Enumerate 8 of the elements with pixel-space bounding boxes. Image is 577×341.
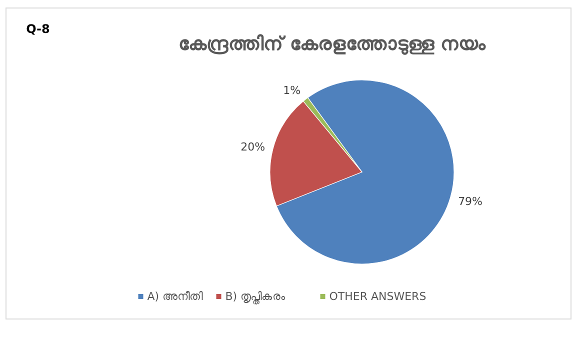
- data-label: 20%: [240, 140, 266, 154]
- chart-title: കേന്ദ്രത്തിന് കേരളത്തോടുള്ള നയം: [178, 33, 487, 56]
- text: Q-8: [26, 22, 50, 36]
- data-label: 1%: [283, 84, 301, 97]
- legend-label: OTHER ANSWERS: [329, 290, 426, 303]
- data-label: 79%: [458, 194, 483, 208]
- legend-label: A) അനീതി: [147, 290, 204, 303]
- legend-label: B) തൃപ്തികരം: [225, 290, 286, 304]
